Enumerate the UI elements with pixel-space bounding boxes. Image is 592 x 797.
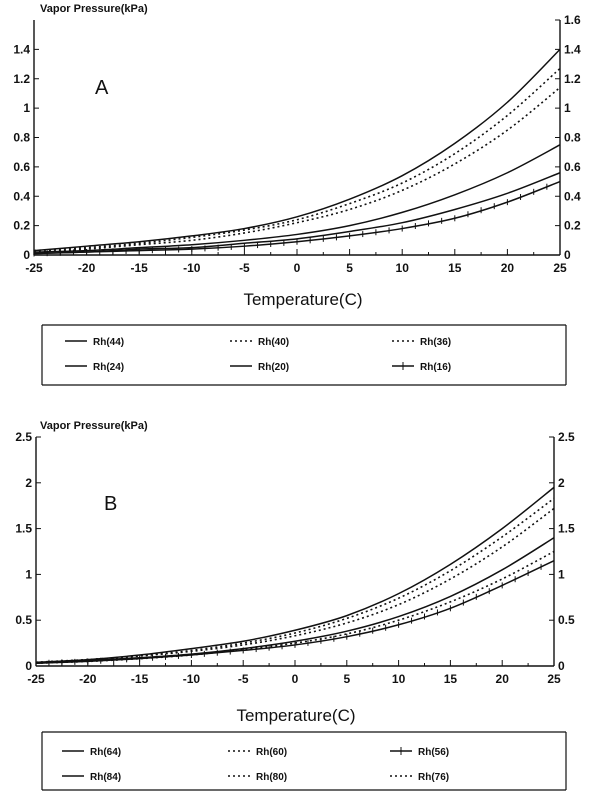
series-line-rh44 — [33, 48, 561, 252]
x-tick-label: 10 — [392, 672, 406, 686]
x-tick-label: 20 — [496, 672, 510, 686]
x-tick-label: 5 — [346, 261, 353, 275]
y-right-tick-label: 2.5 — [558, 430, 575, 444]
y-right-tick-label: 1.6 — [564, 13, 581, 27]
y-right-tick-label: 0.4 — [564, 189, 581, 203]
y-right-tick-label: 1.5 — [558, 522, 575, 536]
legend-label: Rh(56) — [418, 747, 449, 758]
legend-label: Rh(24) — [93, 362, 124, 373]
y-right-tick-label: 1 — [564, 101, 571, 115]
y-right-tick-label: 0.2 — [564, 219, 581, 233]
y-left-tick-label: 2.5 — [15, 430, 32, 444]
y-left-tick-label: 1.2 — [13, 72, 30, 86]
x-tick-label: 10 — [396, 261, 410, 275]
panel-letter: A — [95, 77, 109, 99]
y-axis-label: Vapor Pressure(kPa) — [40, 420, 148, 432]
x-tick-label: -15 — [131, 672, 149, 686]
y-right-tick-label: 2 — [558, 476, 565, 490]
panel-letter: B — [104, 493, 117, 515]
x-tick-label: 25 — [553, 261, 567, 275]
series-line-rh84 — [35, 537, 555, 665]
y-right-tick-label: 1.4 — [564, 42, 581, 56]
y-right-tick-label: 0 — [558, 659, 565, 673]
legend: Rh(44) Rh(40) Rh(36) Rh(24) Rh(20) Rh(16) — [41, 324, 567, 386]
chart-panel-b: -25 -20 -15 -10 -5 0 5 10 15 20 2500.511.522.500.5… — [15, 420, 575, 791]
y-left-tick-label: 0.5 — [15, 613, 32, 627]
series-line-rh64 — [35, 486, 555, 664]
y-left-tick-label: 1.5 — [15, 522, 32, 536]
legend-label: Rh(20) — [258, 362, 289, 373]
x-tick-label: -5 — [239, 261, 250, 275]
legend-label: Rh(36) — [420, 337, 451, 348]
x-tick-label: -5 — [238, 672, 249, 686]
y-left-tick-label: 0.8 — [13, 131, 30, 145]
series-line-rh36 — [33, 86, 561, 253]
legend-label: Rh(76) — [418, 772, 449, 783]
y-left-tick-label: 0.2 — [13, 219, 30, 233]
y-left-tick-label: 0 — [23, 248, 30, 262]
legend: Rh(64) Rh(60) Rh(56) Rh(84) Rh(80) Rh(76) — [41, 731, 567, 791]
chart-panel-a: -25 -20 -15 -10 -5 0 5 10 15 20 2500.20.40.60.811.… — [13, 3, 581, 386]
x-tick-label: 25 — [547, 672, 561, 686]
x-tick-label: -20 — [79, 672, 97, 686]
y-right-tick-label: 0.8 — [564, 131, 581, 145]
y-left-tick-label: 1 — [23, 101, 30, 115]
y-left-tick-label: 1.4 — [13, 42, 30, 56]
x-tick-label: -25 — [27, 672, 45, 686]
x-tick-label: -25 — [25, 261, 43, 275]
x-tick-label: -10 — [183, 672, 201, 686]
y-left-tick-label: 1 — [25, 567, 32, 581]
y-left-tick-label: 0.6 — [13, 160, 30, 174]
x-tick-label: 5 — [343, 672, 350, 686]
legend-label: Rh(44) — [93, 337, 124, 348]
series-line-rh24 — [33, 144, 561, 253]
legend-label: Rh(40) — [258, 337, 289, 348]
x-tick-label: -15 — [131, 261, 149, 275]
x-tick-label: -10 — [183, 261, 201, 275]
x-axis-label: Temperature(C) — [243, 290, 362, 309]
x-axis-label: Temperature(C) — [236, 706, 355, 725]
y-axis-label: Vapor Pressure(kPa) — [40, 3, 148, 15]
legend-label: Rh(80) — [256, 772, 287, 783]
y-right-tick-label: 1 — [558, 567, 565, 581]
y-right-tick-label: 0.5 — [558, 613, 575, 627]
legend-label: Rh(16) — [420, 362, 451, 373]
x-tick-label: 0 — [292, 672, 299, 686]
y-left-tick-label: 0 — [25, 659, 32, 673]
x-tick-label: 0 — [294, 261, 301, 275]
legend-label: Rh(84) — [90, 772, 121, 783]
series-line-rh76 — [35, 507, 555, 664]
y-right-tick-label: 0 — [564, 248, 571, 262]
x-tick-label: 20 — [501, 261, 515, 275]
legend-label: Rh(64) — [90, 747, 121, 758]
series-line-rh60 — [35, 497, 555, 664]
y-right-tick-label: 0.6 — [564, 160, 581, 174]
y-right-tick-label: 1.2 — [564, 72, 581, 86]
legend-label: Rh(60) — [256, 747, 287, 758]
x-tick-label: 15 — [448, 261, 462, 275]
series-line-rh40 — [33, 67, 561, 252]
x-tick-label: 15 — [444, 672, 458, 686]
y-left-tick-label: 0.4 — [13, 189, 30, 203]
y-left-tick-label: 2 — [25, 476, 32, 490]
x-tick-label: -20 — [78, 261, 96, 275]
